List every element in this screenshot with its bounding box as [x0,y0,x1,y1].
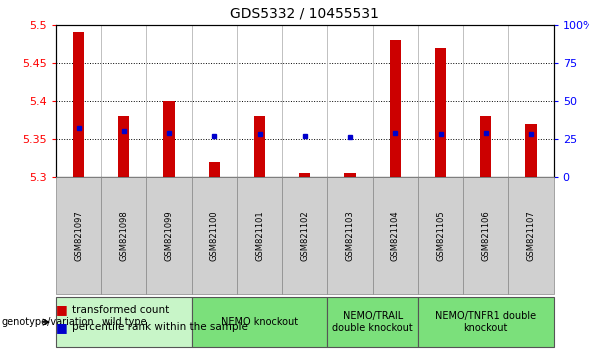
Bar [209,162,220,177]
Title: GDS5332 / 10455531: GDS5332 / 10455531 [230,7,379,21]
Bar [163,101,175,177]
Text: GSM821107: GSM821107 [527,210,535,261]
Bar [191,25,237,177]
Bar [435,47,446,177]
Bar [327,25,373,177]
Text: GSM821098: GSM821098 [120,210,128,261]
Bar [345,173,356,177]
Bar [147,25,191,177]
Bar [118,116,130,177]
Text: GSM821101: GSM821101 [255,210,264,261]
Bar [418,25,463,177]
Text: GSM821106: GSM821106 [481,210,490,261]
Text: genotype/variation: genotype/variation [1,317,94,327]
Text: GSM821099: GSM821099 [164,210,174,261]
Text: GSM821104: GSM821104 [391,210,400,261]
Text: ■: ■ [56,321,68,334]
Bar [299,173,310,177]
Text: ■: ■ [56,303,68,316]
Text: wild type: wild type [101,317,146,327]
Text: transformed count: transformed count [72,305,170,315]
Bar [237,25,282,177]
Text: NEMO knockout: NEMO knockout [221,317,298,327]
Bar [282,25,327,177]
Text: GSM821103: GSM821103 [346,210,355,261]
Text: GSM821105: GSM821105 [436,210,445,261]
Bar [463,25,508,177]
Bar [56,25,101,177]
Bar [508,25,554,177]
Bar [254,116,265,177]
Text: percentile rank within the sample: percentile rank within the sample [72,322,249,332]
Text: GSM821102: GSM821102 [300,210,309,261]
Bar [73,32,84,177]
Bar [101,25,147,177]
Bar [390,40,401,177]
Text: GSM821097: GSM821097 [74,210,83,261]
Text: NEMO/TNFR1 double
knockout: NEMO/TNFR1 double knockout [435,311,537,333]
Bar [525,124,537,177]
Bar [373,25,418,177]
Bar [480,116,491,177]
Text: GSM821100: GSM821100 [210,210,219,261]
Text: NEMO/TRAIL
double knockout: NEMO/TRAIL double knockout [332,311,413,333]
